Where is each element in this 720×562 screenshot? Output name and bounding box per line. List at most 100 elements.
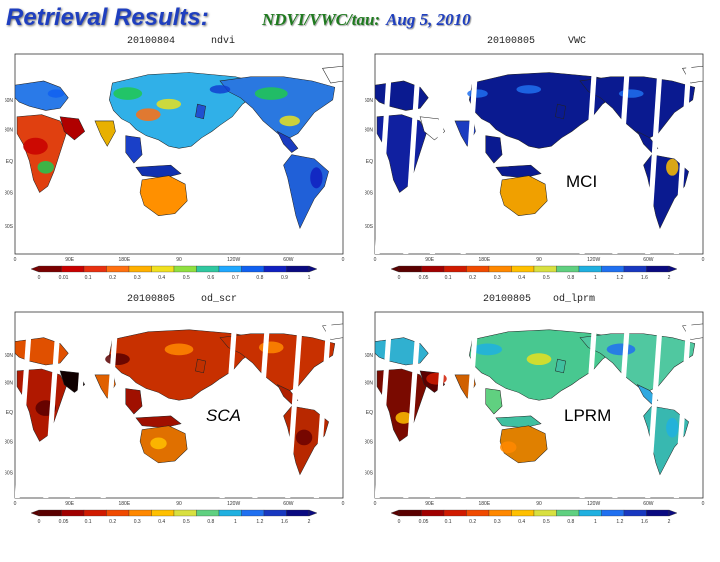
colorbar-tick-label: 1.2 — [256, 519, 263, 525]
lat-tick-label: EQ — [366, 159, 373, 165]
lon-tick-label: 90 — [536, 257, 542, 263]
colorbar-swatch — [151, 265, 175, 273]
lat-tick-label: 60N — [365, 353, 373, 359]
land-texture — [618, 89, 644, 98]
map-content — [375, 320, 703, 498]
orbit-gap — [612, 62, 631, 254]
orbit-gap — [252, 320, 271, 498]
colorbar-swatch — [106, 509, 130, 517]
colorbar-swatch — [533, 509, 557, 517]
lat-tick-label: 30N — [5, 127, 13, 133]
orbit-gap — [429, 62, 448, 254]
colorbar: 0 0.05 0.1 0.2 0.3 0.4 0.5 0.8 1 1.2 1.6 2 — [390, 509, 678, 525]
orbit-gap — [673, 62, 692, 254]
colorbar-swatch — [398, 509, 422, 517]
orbit-gap — [673, 320, 692, 498]
lat-tick-label: EQ — [6, 159, 13, 165]
colorbar-arrow-left — [390, 509, 400, 517]
colorbar-tick-label: 0.3 — [494, 275, 501, 281]
colorbar-tick-label: 0.4 — [158, 519, 165, 525]
map-content — [15, 320, 343, 498]
orbit-gap — [15, 320, 33, 498]
land-indonesia — [135, 415, 182, 428]
orbit-gap — [460, 320, 479, 498]
panel-date: 20100805 — [483, 294, 532, 305]
land-texture — [500, 441, 517, 454]
colorbar-tick-label: 2 — [668, 275, 671, 281]
colorbar-tick-label: 0.1 — [445, 519, 452, 525]
colorbar-swatch — [556, 265, 580, 273]
algorithm-label-mci: MCI — [563, 172, 601, 192]
colorbar-swatch — [488, 265, 512, 273]
panel-variable: od_lprm — [553, 294, 596, 305]
colorbar-swatch — [578, 509, 602, 517]
colorbar-swatch — [128, 265, 152, 273]
colorbar-swatch — [241, 509, 265, 517]
land-texture — [295, 429, 313, 446]
orbit-gap — [645, 320, 664, 498]
colorbar-tick-label: 0.01 — [59, 275, 69, 281]
land-seasia — [485, 135, 503, 164]
land-texture — [310, 167, 323, 189]
colorbar-tick-label: 1 — [594, 275, 597, 281]
orbit-gap — [403, 320, 422, 498]
lon-tick-label: 180E — [118, 501, 130, 507]
colorbar-tick-label: 0.05 — [419, 519, 429, 525]
lat-tick-label: 30N — [365, 127, 373, 133]
orbit-gap — [43, 320, 62, 498]
colorbar-swatch — [466, 509, 490, 517]
colorbar-tick-label: 0.3 — [494, 519, 501, 525]
colorbar: 0 0.05 0.1 0.2 0.3 0.4 0.5 0.8 1 1.2 1.6 2 — [30, 509, 318, 525]
lon-tick-label: 0 — [14, 501, 17, 507]
land-texture — [666, 158, 679, 176]
colorbar-tick-label: 1.6 — [641, 519, 648, 525]
land-arabia — [59, 116, 86, 141]
page-title: Retrieval Results: — [6, 4, 209, 31]
land-australia — [499, 175, 548, 216]
orbit-gap — [403, 62, 422, 254]
land-texture — [209, 85, 231, 94]
land-africa — [16, 114, 67, 193]
colorbar-swatch — [511, 265, 535, 273]
orbit-gap — [69, 320, 88, 498]
colorbar-swatch — [173, 509, 197, 517]
colorbar-tick-label: 0.3 — [134, 519, 141, 525]
colorbar-swatch — [196, 509, 220, 517]
colorbar-tick-label: 0.4 — [518, 275, 525, 281]
lat-tick-label: 60S — [365, 471, 374, 477]
colorbar-tick-label: 0.2 — [109, 275, 116, 281]
lon-tick-label: 60W — [643, 257, 654, 263]
map-content — [15, 65, 343, 230]
panel-date: 20100805 — [127, 294, 176, 305]
lat-tick-label: EQ — [366, 410, 373, 416]
colorbar-tick-label: 0.1 — [85, 275, 92, 281]
land-texture — [164, 343, 194, 356]
land-namerica — [219, 76, 336, 141]
od-lprm-map: 60N 30N EQ 30S 60S 0 90E 180E 90 120W 60W 0 0 0.05 0.1… — [365, 311, 705, 525]
panel-variable: VWC — [568, 36, 587, 47]
colorbar-swatch — [263, 509, 287, 517]
lat-tick-label: 60N — [365, 98, 373, 104]
colorbar-tick-label: 0.5 — [543, 275, 550, 281]
lon-tick-label: 120W — [227, 501, 240, 507]
colorbar-tick-label: 0 — [398, 519, 401, 525]
od-scr-map: 60N 30N EQ 30S 60S 0 90E 180E 90 120W 60W 0 0 0.05 0.1… — [5, 311, 345, 525]
colorbar-swatch — [421, 509, 445, 517]
colorbar-swatch — [623, 265, 647, 273]
colorbar-tick-label: 1 — [594, 519, 597, 525]
colorbar-tick-label: 2 — [308, 519, 311, 525]
colorbar-arrow-left — [30, 265, 40, 273]
colorbar-swatch — [466, 265, 490, 273]
colorbar-tick-label: 1.6 — [281, 519, 288, 525]
colorbar-tick-label: 0.1 — [85, 519, 92, 525]
land-texture — [135, 108, 161, 121]
colorbar-tick-label: 1 — [308, 275, 311, 281]
colorbar-tick-label: 0.9 — [281, 275, 288, 281]
map-content — [375, 62, 703, 254]
land-texture — [105, 353, 130, 366]
colorbar-tick-label: 1 — [234, 519, 237, 525]
colorbar-swatch — [83, 265, 107, 273]
colorbar-swatch — [488, 509, 512, 517]
colorbar-swatch — [443, 265, 467, 273]
lon-tick-label: 60W — [283, 501, 294, 507]
